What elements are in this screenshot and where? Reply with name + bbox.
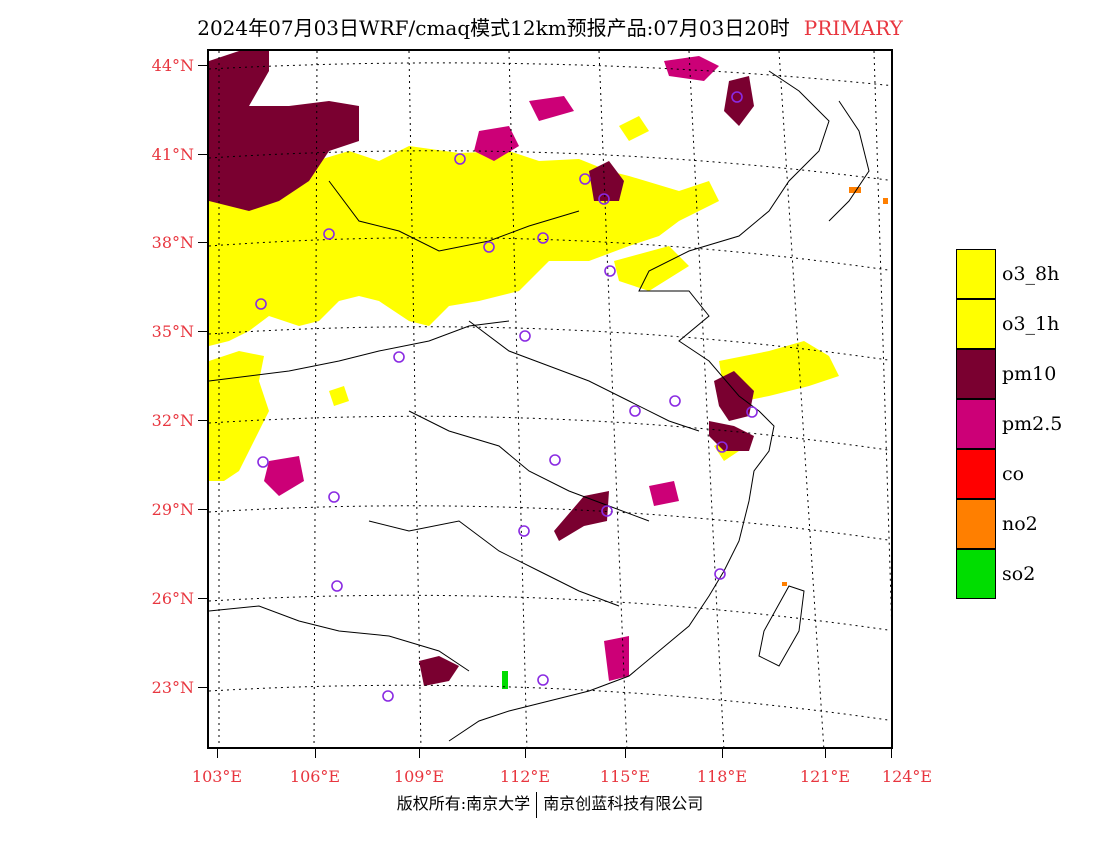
lon-tick	[891, 749, 892, 758]
lat-label-26: 26°N	[151, 589, 194, 608]
lat-label-41: 41°N	[151, 145, 194, 164]
pollutant-legend: o3_8h o3_1h pm10 pm2.5 co no2 so2	[956, 249, 1100, 599]
lat-label-29: 29°N	[151, 500, 194, 519]
legend-label: o3_8h	[1002, 263, 1060, 285]
legend-label: pm10	[1002, 363, 1057, 385]
legend-swatch	[956, 449, 996, 499]
lat-tick	[198, 598, 207, 599]
lon-label-124: 124°E	[881, 767, 933, 786]
legend-label: o3_1h	[1002, 313, 1060, 335]
legend-item-no2: no2	[956, 499, 1100, 549]
lat-tick	[198, 331, 207, 332]
legend-item-o3-1h: o3_1h	[956, 299, 1100, 349]
lat-label-38: 38°N	[151, 233, 194, 252]
legend-label: so2	[1002, 563, 1036, 585]
lat-tick	[198, 65, 207, 66]
lon-label-112: 112°E	[499, 767, 551, 786]
pm10-regions	[209, 51, 754, 686]
pm25-regions	[264, 56, 719, 681]
footer-divider	[536, 791, 538, 818]
forecast-map	[207, 49, 893, 749]
lon-tick	[217, 749, 218, 758]
boundaries	[209, 70, 870, 742]
lon-tick	[722, 749, 723, 758]
so2-patch	[502, 671, 508, 689]
footer-right: 南京创蓝科技有限公司	[543, 794, 704, 813]
legend-swatch	[956, 399, 996, 449]
title-main: 2024年07月03日WRF/cmaq模式12km预报产品:07月03日20时	[197, 16, 790, 40]
lon-label-118: 118°E	[696, 767, 748, 786]
no2-patches	[782, 187, 888, 586]
lat-label-35: 35°N	[151, 322, 194, 341]
lat-label-32: 32°N	[151, 411, 194, 430]
station-markers	[255, 91, 758, 702]
lon-label-106: 106°E	[289, 767, 341, 786]
legend-item-so2: so2	[956, 549, 1100, 599]
title-tag: PRIMARY	[803, 16, 903, 40]
lon-label-115: 115°E	[599, 767, 651, 786]
lon-label-109: 109°E	[393, 767, 445, 786]
lat-tick	[198, 242, 207, 243]
lon-label-103: 103°E	[191, 767, 243, 786]
legend-label: no2	[1002, 513, 1038, 535]
legend-item-o3-8h: o3_8h	[956, 249, 1100, 299]
lon-label-121: 121°E	[799, 767, 851, 786]
lat-label-44: 44°N	[151, 56, 194, 75]
legend-label: co	[1002, 463, 1025, 485]
legend-swatch	[956, 249, 996, 299]
lon-tick	[419, 749, 420, 758]
legend-swatch	[956, 549, 996, 599]
lat-tick	[198, 154, 207, 155]
lat-tick	[198, 509, 207, 510]
legend-label: pm2.5	[1002, 413, 1063, 435]
legend-item-pm10: pm10	[956, 349, 1100, 399]
legend-item-co: co	[956, 449, 1100, 499]
lat-tick	[198, 420, 207, 421]
lon-tick	[625, 749, 626, 758]
lon-tick	[315, 749, 316, 758]
lon-tick	[525, 749, 526, 758]
lon-tick	[825, 749, 826, 758]
graticule	[209, 51, 891, 747]
legend-item-pm25: pm2.5	[956, 399, 1100, 449]
lat-tick	[198, 687, 207, 688]
copyright-footer: 版权所有:南京大学 南京创蓝科技有限公司	[0, 790, 1100, 818]
legend-swatch	[956, 349, 996, 399]
legend-swatch	[956, 499, 996, 549]
map-svg	[209, 51, 891, 747]
legend-swatch	[956, 299, 996, 349]
map-title: 2024年07月03日WRF/cmaq模式12km预报产品:07月03日20时 P…	[0, 12, 1100, 41]
lat-label-23: 23°N	[151, 678, 194, 697]
footer-left: 版权所有:南京大学	[396, 794, 531, 813]
